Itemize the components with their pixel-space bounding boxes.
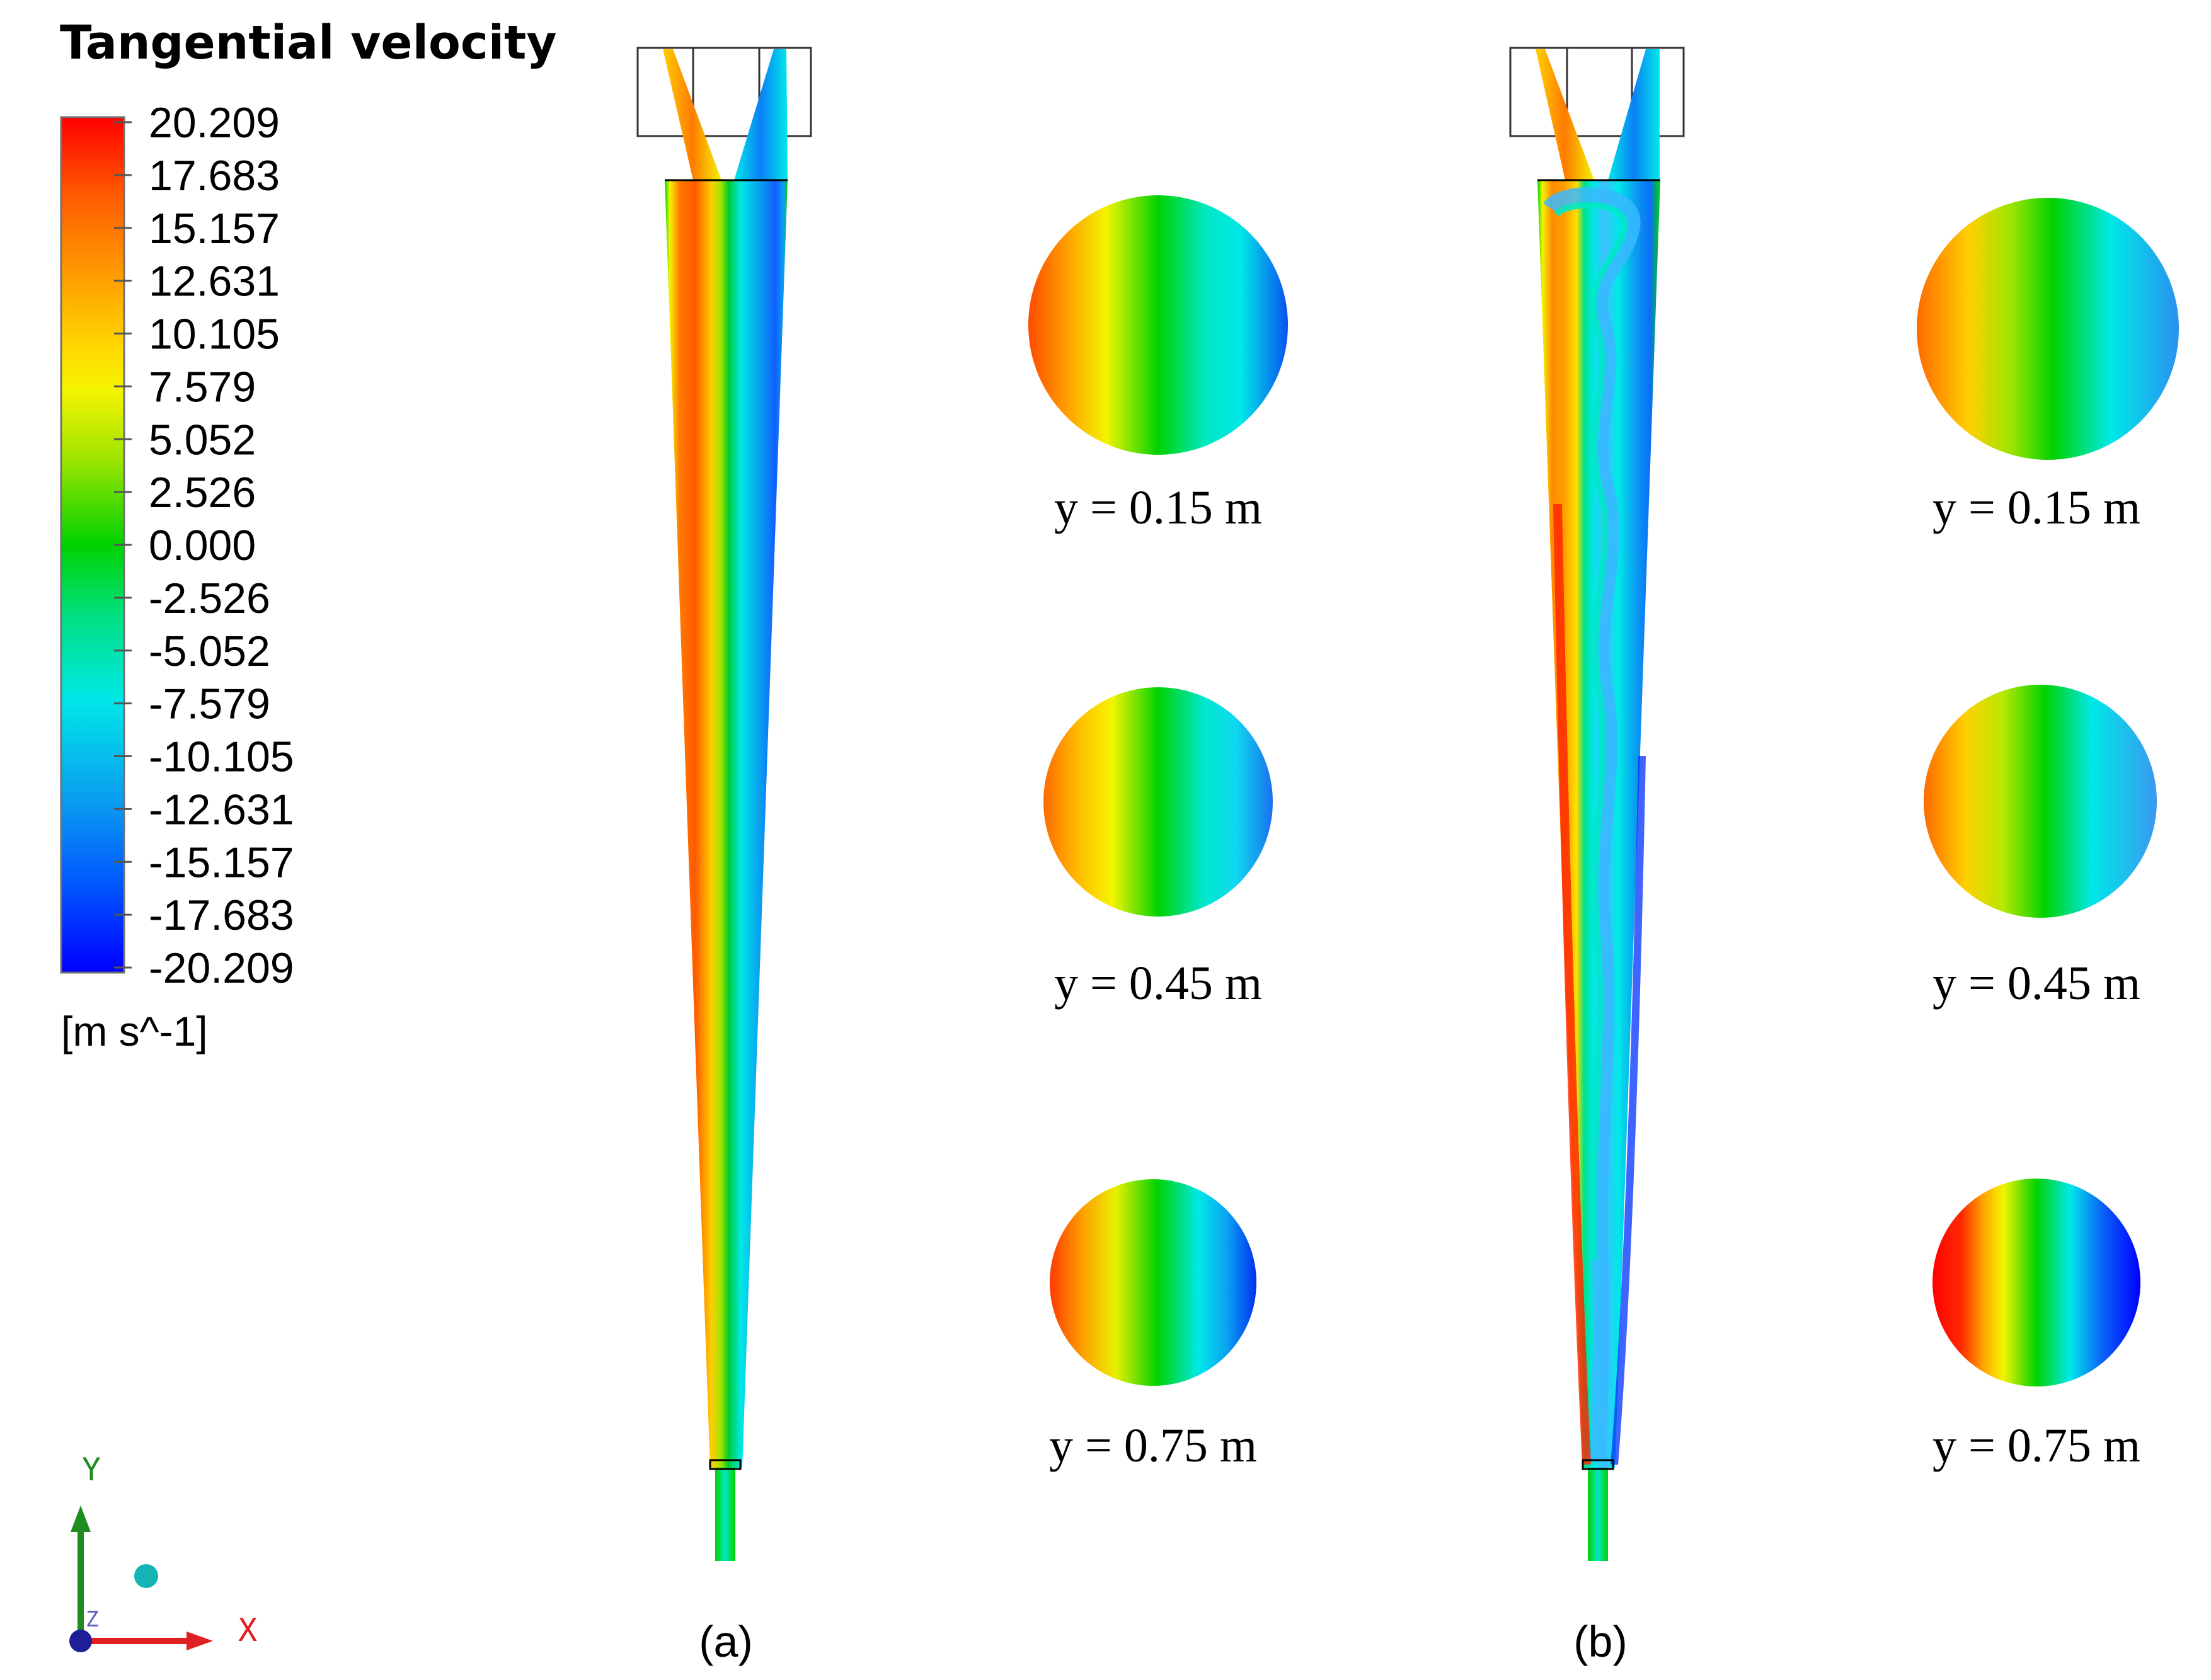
legend-title: Tangential velocity: [60, 16, 557, 70]
section-label-b-2: y = 0.45 m: [1932, 957, 2140, 1010]
legend-tick-label: 2.526: [149, 469, 256, 517]
cone-contour-a: [665, 180, 788, 1468]
outlet-tube-a: [715, 1468, 735, 1561]
legend-tick-label: 15.157: [149, 205, 280, 253]
panel-caption-a: (a): [699, 1617, 753, 1666]
z-axis-label: Z: [86, 1607, 98, 1632]
inlet-jet-left-a: [663, 49, 721, 180]
legend: Tangential velocity 20.209 17.683 15.157 12…: [60, 16, 557, 1054]
section-disc-b-3: [1932, 1179, 2140, 1386]
inlet-jet-right-a: [734, 49, 788, 180]
legend-unit: [m s^-1]: [61, 1008, 208, 1054]
outlet-collar-a: [709, 1459, 742, 1470]
section-label-a-3: y = 0.75 m: [1049, 1419, 1257, 1472]
wall-jet-b-right: [1611, 755, 1646, 1465]
inlet-box-b: [1509, 47, 1685, 137]
axes-triad: Y X Z: [69, 1451, 257, 1652]
legend-tick-label: -2.526: [149, 574, 270, 622]
outlet-collar-b: [1582, 1459, 1614, 1470]
legend-tick-label: 10.105: [149, 311, 280, 358]
section-label-b-3: y = 0.75 m: [1932, 1419, 2140, 1472]
legend-tick-label: -20.209: [149, 944, 294, 992]
legend-tick-label: -5.052: [149, 627, 270, 675]
panel-b: y = 0.15 m y = 0.45 m y = 0.75 m (b): [1509, 47, 2179, 1666]
panel-caption-b: (b): [1573, 1617, 1628, 1666]
y-axis-arrowhead: [71, 1506, 91, 1532]
inlet-jet-left-b: [1536, 49, 1594, 180]
wall-jet-b: [1553, 503, 1591, 1465]
vortex-core-b: [1543, 187, 1641, 1462]
y-axis-label: Y: [82, 1451, 101, 1488]
section-label-a-1: y = 0.15 m: [1054, 481, 1262, 534]
section-disc-b-1: [1917, 198, 2179, 460]
inlet-box-a: [636, 47, 812, 137]
x-axis-label: X: [238, 1612, 257, 1649]
legend-tick-label: 0.000: [149, 522, 256, 569]
legend-tick-label: -12.631: [149, 786, 294, 833]
panel-a: y = 0.15 m y = 0.45 m y = 0.75 m (a): [636, 47, 1288, 1666]
vortex-core-b-inner: [1554, 202, 1628, 1260]
legend-tick-label: 7.579: [149, 363, 256, 411]
section-disc-a-3: [1050, 1179, 1256, 1386]
legend-tick-label: -15.157: [149, 838, 294, 886]
x-axis-arrowhead: [187, 1631, 213, 1650]
axis-marker-dot: [134, 1564, 158, 1588]
legend-tick-label: -17.683: [149, 891, 294, 939]
legend-tick-label: -7.579: [149, 680, 270, 728]
legend-tick-label: -10.105: [149, 733, 294, 781]
section-disc-a-1: [1028, 195, 1288, 455]
section-disc-a-2: [1043, 687, 1273, 917]
inlet-jet-right-b: [1608, 49, 1660, 180]
outlet-tube-b: [1588, 1468, 1608, 1561]
section-label-a-2: y = 0.45 m: [1054, 957, 1262, 1010]
legend-tick-label: 12.631: [149, 258, 280, 306]
z-axis-origin: [69, 1630, 92, 1652]
legend-tick-label: 5.052: [149, 416, 256, 464]
legend-colorbar: [60, 116, 125, 974]
legend-tick-label: 17.683: [149, 152, 280, 200]
legend-ticks: 20.209 17.683 15.157 12.631 10.105 7.579 5.052…: [114, 99, 294, 992]
legend-tick-label: 20.209: [149, 99, 280, 147]
section-label-b-1: y = 0.15 m: [1932, 481, 2140, 534]
section-disc-b-2: [1924, 685, 2157, 918]
